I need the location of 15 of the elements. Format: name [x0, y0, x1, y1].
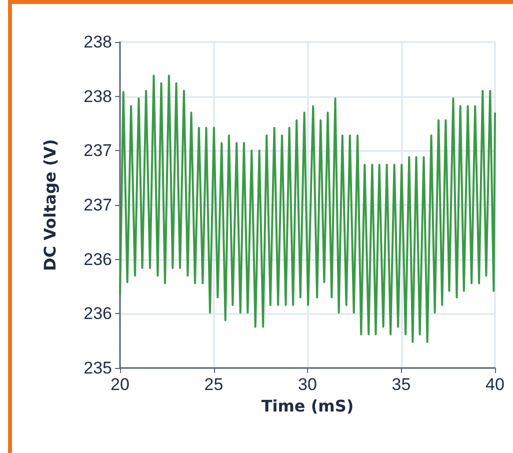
x-axis-title: Time (mS) — [261, 396, 354, 416]
y-tick-label: 238 — [84, 86, 112, 106]
x-tick-label: 35 — [392, 375, 411, 394]
y-tick-label: 236 — [84, 304, 112, 324]
x-tick-label: 25 — [204, 375, 224, 394]
y-axis-title: DC Voltage (V) — [40, 139, 60, 271]
y-tick-label: 237 — [84, 196, 112, 214]
y-tick-label: 237 — [84, 141, 112, 160]
y-tick-label: 235 — [84, 358, 112, 378]
x-tick-label: 40 — [486, 375, 504, 394]
y-tick-label: 238 — [84, 32, 112, 52]
line-series — [119, 74, 496, 343]
x-tick-label: 30 — [298, 375, 317, 394]
x-tick-label: 20 — [110, 375, 130, 394]
y-tick-label: 236 — [84, 250, 112, 269]
